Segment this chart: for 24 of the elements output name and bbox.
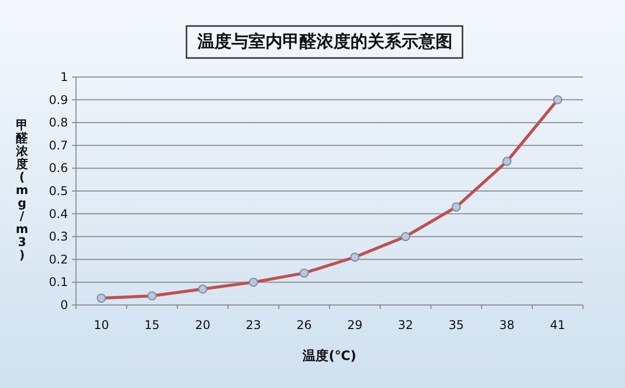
y-tick-label: 0.6 — [48, 161, 68, 176]
x-tick-label: 41 — [550, 318, 566, 332]
x-tick-label: 35 — [448, 318, 464, 332]
y-tick-label: 1 — [60, 70, 68, 84]
y-tick-label: 0.2 — [48, 252, 68, 266]
x-tick-label: 26 — [296, 318, 312, 332]
y-tick-label: 0.4 — [48, 206, 68, 221]
x-tick-label: 23 — [246, 318, 262, 332]
y-tick-label: 0.1 — [48, 275, 68, 290]
x-tick-label: 32 — [398, 318, 414, 332]
chart-title: 温度与室内甲醛浓度的关系示意图 — [196, 32, 452, 52]
x-tick-label: 20 — [195, 318, 210, 332]
y-tick-label: 0.5 — [48, 184, 68, 198]
x-axis-title: 温度(℃) — [302, 348, 356, 364]
x-tick-label: 15 — [144, 318, 160, 332]
y-tick-label: 0.9 — [48, 92, 68, 107]
y-tick-label: 0 — [60, 298, 68, 312]
y-tick-label: 0.7 — [48, 138, 68, 152]
y-tick-label: 0.3 — [48, 230, 68, 244]
x-tick-label: 38 — [499, 318, 515, 332]
x-tick-label: 29 — [347, 318, 362, 332]
y-tick-label: 0.8 — [48, 116, 68, 130]
x-tick-label: 10 — [94, 318, 109, 332]
text: 甲醛浓度(mg/m3) — [16, 118, 28, 262]
